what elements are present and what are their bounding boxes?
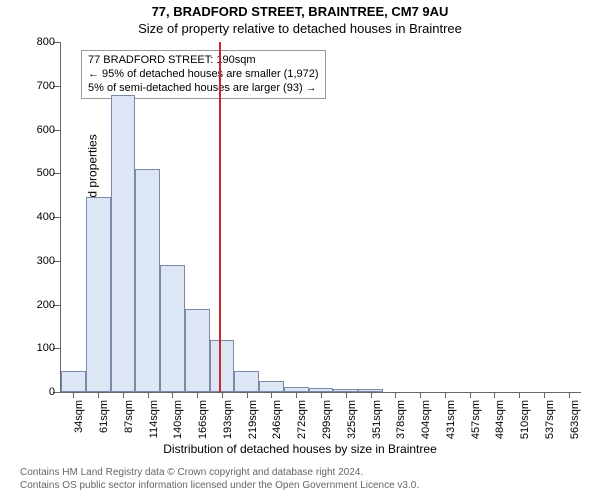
property-marker-line [219,42,221,392]
x-tick-label: 272sqm [296,400,308,440]
x-tick-label: 246sqm [271,400,283,440]
histogram-bar [259,381,284,392]
histogram-bar [160,265,185,392]
x-tick-label: 299sqm [321,400,333,440]
x-tick-label: 140sqm [172,400,184,440]
histogram-bar [111,95,136,393]
y-tick-label: 600 [15,124,55,136]
x-tick-label: 325sqm [346,400,358,440]
x-tick-label: 114sqm [148,400,160,440]
x-tick-label: 457sqm [470,400,482,440]
x-tick [271,392,272,398]
annotation-line: ← 95% of detached houses are smaller (1,… [88,68,319,82]
y-tick-label: 100 [15,342,55,354]
x-tick [519,392,520,398]
histogram-bar [185,309,210,392]
histogram-bar [61,371,86,392]
x-tick-label: 404sqm [420,400,432,440]
x-tick-label: 193sqm [222,400,234,440]
x-tick-label: 431sqm [445,400,457,440]
x-tick [296,392,297,398]
plot-area: 77 BRADFORD STREET: 190sqm← 95% of detac… [60,42,581,393]
x-tick-label: 378sqm [395,400,407,440]
chart-title-desc: Size of property relative to detached ho… [0,21,600,36]
x-tick [494,392,495,398]
histogram-bar [86,197,111,392]
annotation-line: 5% of semi-detached houses are larger (9… [88,82,319,96]
attribution: Contains HM Land Registry data © Crown c… [20,466,600,492]
x-tick-label: 219sqm [247,400,259,440]
attribution-line1: Contains HM Land Registry data © Crown c… [20,466,600,479]
x-tick [420,392,421,398]
x-tick [470,392,471,398]
histogram-bar [135,169,160,392]
x-tick-label: 537sqm [544,400,556,440]
attribution-line2: Contains OS public sector information li… [20,479,600,492]
x-axis-label: Distribution of detached houses by size … [0,442,600,456]
x-tick-label: 34sqm [73,400,85,440]
x-tick [197,392,198,398]
x-tick-label: 87sqm [123,400,135,440]
x-tick-label: 510sqm [519,400,531,440]
x-tick-label: 563sqm [569,400,581,440]
x-tick [222,392,223,398]
y-tick-label: 400 [15,211,55,223]
y-tick-label: 0 [15,386,55,398]
x-tick-label: 61sqm [98,400,110,440]
chart-titles: 77, BRADFORD STREET, BRAINTREE, CM7 9AU … [0,4,600,36]
x-tick [445,392,446,398]
x-tick [321,392,322,398]
x-tick-label: 351sqm [371,400,383,440]
x-tick [395,392,396,398]
x-tick [247,392,248,398]
y-tick-label: 500 [15,167,55,179]
x-tick [73,392,74,398]
x-tick [123,392,124,398]
annotation-box: 77 BRADFORD STREET: 190sqm← 95% of detac… [81,50,326,99]
y-tick-label: 700 [15,80,55,92]
x-tick-label: 484sqm [494,400,506,440]
annotation-line: 77 BRADFORD STREET: 190sqm [88,54,319,68]
histogram-bar [210,340,235,393]
x-tick [346,392,347,398]
x-tick-label: 166sqm [197,400,209,440]
chart-title-address: 77, BRADFORD STREET, BRAINTREE, CM7 9AU [0,4,600,19]
histogram-bar [234,371,259,392]
x-tick [569,392,570,398]
x-tick [172,392,173,398]
x-tick [544,392,545,398]
y-tick-label: 800 [15,36,55,48]
chart-area: Number of detached properties 77 BRADFOR… [60,42,580,392]
y-tick-label: 300 [15,255,55,267]
x-tick [148,392,149,398]
y-tick-label: 200 [15,299,55,311]
x-tick [98,392,99,398]
x-tick [371,392,372,398]
